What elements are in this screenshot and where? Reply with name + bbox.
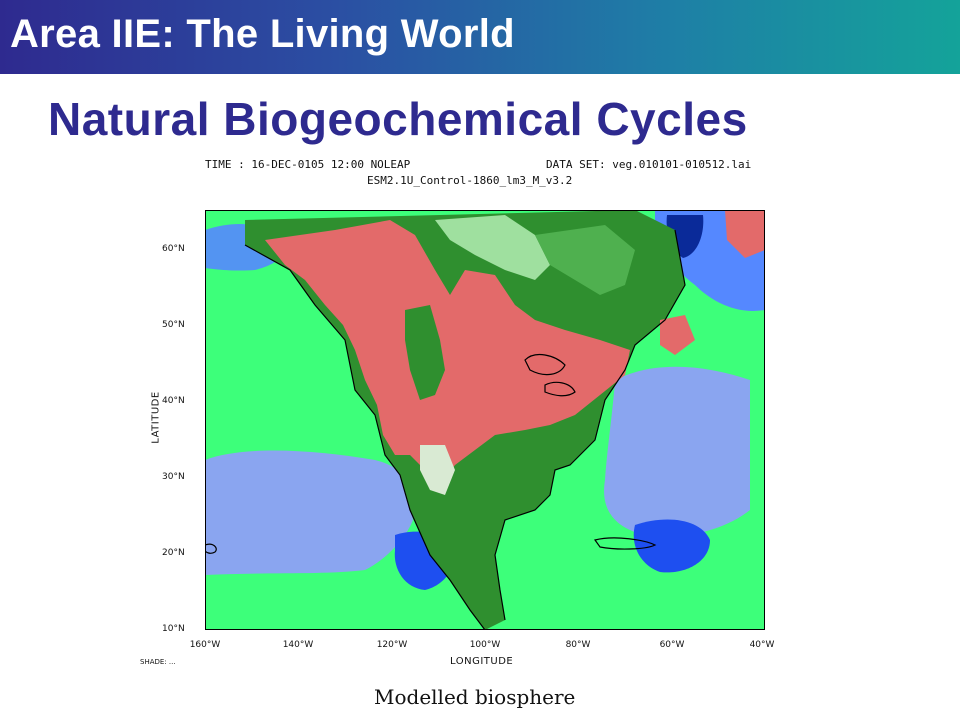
lat-label-60n: 60°N (162, 244, 185, 254)
atlantic-deep-patch (633, 519, 710, 573)
land-greens-west (405, 305, 445, 400)
land-red-region (265, 220, 630, 485)
header-title: Area IIE: The Living World (10, 12, 515, 56)
header-band (0, 0, 960, 74)
slide-title: Natural Biogeochemical Cycles (48, 93, 748, 145)
map-caption: Modelled biosphere (374, 685, 576, 709)
land-light-greens (435, 215, 550, 280)
pacific-blue-region (205, 450, 413, 575)
map-dataset-label: DATA SET: veg.010101-010512.lai (546, 158, 752, 171)
atlantic-blue-region (604, 366, 750, 537)
lon-label-120w: 120°W (376, 640, 408, 650)
shade-note: SHADE: ... (140, 658, 176, 666)
lon-label-160w: 160°W (189, 640, 221, 650)
lon-label-80w: 80°W (565, 640, 591, 650)
lon-label-100w: 100°W (469, 640, 501, 650)
biosphere-map (205, 210, 765, 630)
land-mid-greens (535, 225, 635, 295)
lat-label-10n: 10°N (162, 624, 185, 634)
lon-axis-title: LONGITUDE (450, 656, 514, 667)
map-frame (205, 210, 765, 630)
map-time-label: TIME : 16-DEC-0105 12:00 NOLEAP (205, 158, 411, 171)
land-pale-patches (420, 445, 455, 495)
lon-label-140w: 140°W (282, 640, 314, 650)
lat-axis-title: LATITUDE (150, 391, 162, 444)
lon-label-60w: 60°W (659, 640, 685, 650)
lat-label-30n: 30°N (162, 472, 185, 482)
lat-label-50n: 50°N (162, 320, 185, 330)
coastlines (205, 229, 686, 630)
lat-label-20n: 20°N (162, 548, 185, 558)
map-run-label: ESM2.1U_Control-1860_lm3_M_v3.2 (367, 174, 573, 187)
land-red-greenland (725, 210, 765, 258)
lat-label-40n: 40°N (162, 396, 185, 406)
land-red-east (660, 315, 695, 355)
lon-label-40w: 40°W (749, 640, 775, 650)
